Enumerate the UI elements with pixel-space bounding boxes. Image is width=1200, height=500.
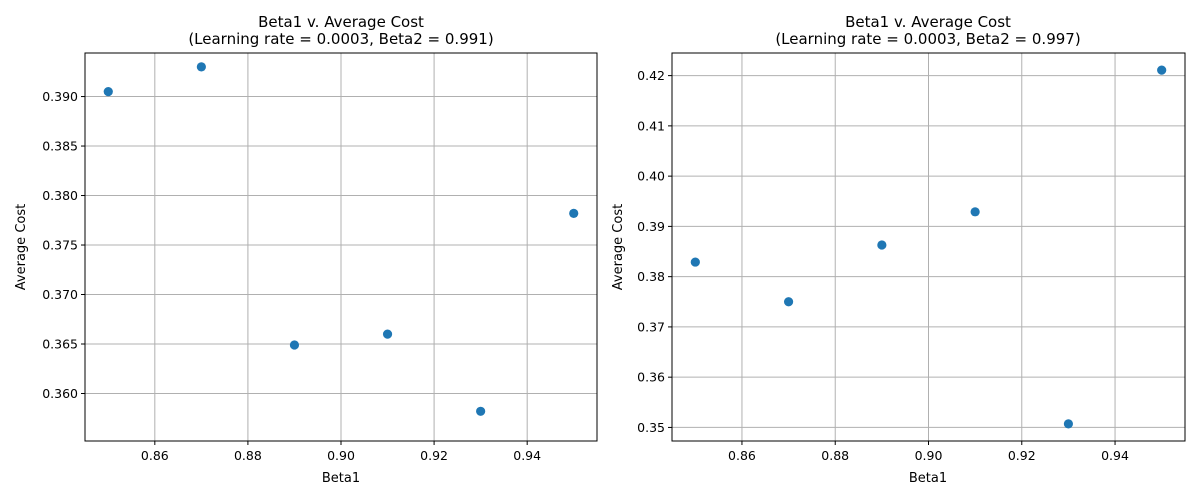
right-chart-y-tick-label: 0.39 (637, 219, 665, 234)
right-chart-subtitle: (Learning rate = 0.0003, Beta2 = 0.997) (775, 30, 1080, 48)
left-chart-title: Beta1 v. Average Cost (258, 13, 424, 31)
right-chart-x-tick-label: 0.86 (728, 448, 756, 463)
right-chart-y-tick-label: 0.36 (637, 370, 665, 385)
left-chart-y-tick-label: 0.370 (42, 287, 78, 302)
right-chart-point (783, 297, 794, 307)
right-chart-x-tick-label: 0.88 (821, 448, 849, 463)
left-chart-y-tick-label: 0.375 (42, 238, 78, 253)
right-chart-y-tick-label: 0.38 (637, 269, 665, 284)
left-chart-y-tick-label: 0.385 (42, 139, 78, 154)
right-chart-y-tick-label: 0.40 (637, 169, 665, 184)
right-chart-point (690, 257, 700, 267)
left-chart-points (103, 62, 579, 416)
right-chart-points (690, 65, 1167, 429)
right-chart-x-tick-label: 0.94 (1101, 448, 1129, 463)
left-chart: Beta1 v. Average Cost (Learning rate = 0… (14, 13, 598, 486)
right-chart-x-tick-label: 0.92 (1008, 448, 1036, 463)
right-chart-axes: 0.86 0.88 0.90 0.92 0.94 0.35 0.36 0.37 0.38 0.39… (637, 52, 1186, 463)
right-chart-grid (672, 53, 1185, 441)
left-chart-x-tick-label: 0.92 (420, 448, 448, 463)
left-chart-x-tick-label: 0.88 (234, 448, 262, 463)
right-chart-xlabel: Beta1 (909, 471, 947, 486)
left-chart-point (382, 329, 393, 339)
left-chart-x-tick-label: 0.86 (141, 448, 169, 463)
left-chart-x-tick-label: 0.94 (513, 448, 541, 463)
left-chart-y-tick-label: 0.390 (42, 89, 78, 104)
right-chart-title: Beta1 v. Average Cost (845, 13, 1011, 31)
right-chart-point (877, 240, 887, 250)
left-chart-subtitle: (Learning rate = 0.0003, Beta2 = 0.991) (188, 30, 493, 48)
left-chart-point (103, 87, 113, 97)
right-chart-point (1157, 65, 1167, 75)
left-chart-point (569, 208, 579, 218)
right-chart-point (1063, 419, 1074, 429)
left-chart-y-tick-label: 0.380 (42, 188, 78, 203)
right-chart-y-tick-label: 0.35 (637, 420, 665, 435)
right-chart: Beta1 v. Average Cost (Learning rate = 0… (611, 13, 1186, 486)
left-chart-point (289, 340, 300, 350)
right-chart-ylabel: Average Cost (611, 204, 626, 290)
left-chart-ylabel: Average Cost (14, 204, 29, 290)
right-chart-point (970, 207, 980, 217)
left-chart-y-tick-label: 0.360 (42, 386, 78, 401)
left-chart-axes: 0.86 0.88 0.90 0.92 0.94 0.360 0.365 0.370 0.375… (42, 52, 598, 463)
right-chart-y-tick-label: 0.37 (637, 319, 665, 334)
right-chart-frame (671, 52, 1186, 442)
left-chart-point (476, 406, 486, 416)
left-chart-x-tick-label: 0.90 (327, 448, 355, 463)
right-chart-y-tick-label: 0.42 (637, 68, 665, 83)
right-chart-y-tick-label: 0.41 (637, 118, 665, 133)
left-chart-point (196, 62, 206, 72)
left-chart-frame (84, 52, 598, 442)
left-chart-grid (85, 53, 597, 441)
right-chart-x-tick-label: 0.90 (915, 448, 943, 463)
left-chart-xlabel: Beta1 (322, 471, 360, 486)
left-chart-y-tick-label: 0.365 (42, 337, 78, 352)
